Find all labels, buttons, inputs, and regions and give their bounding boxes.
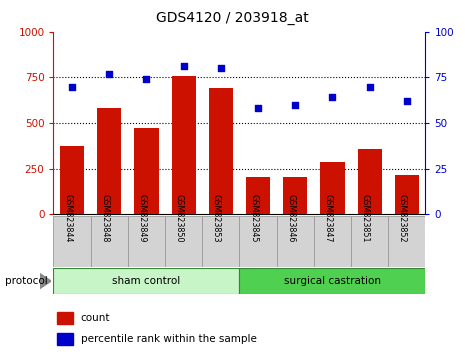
Point — [68, 84, 76, 89]
Point — [292, 102, 299, 108]
Bar — [97, 108, 121, 214]
Text: GSM823847: GSM823847 — [324, 194, 332, 242]
Point — [403, 98, 411, 104]
Text: GSM823846: GSM823846 — [286, 194, 295, 242]
Bar — [60, 146, 84, 214]
Point — [143, 76, 150, 82]
Bar — [172, 76, 196, 214]
Polygon shape — [40, 273, 51, 289]
Bar — [395, 175, 419, 214]
Point — [180, 64, 187, 69]
Text: sham control: sham control — [113, 276, 180, 286]
Point — [254, 105, 262, 111]
Bar — [53, 268, 239, 294]
Bar — [202, 216, 239, 267]
Bar — [314, 216, 351, 267]
Text: GSM823852: GSM823852 — [398, 194, 407, 242]
Text: GSM823844: GSM823844 — [63, 194, 72, 242]
Text: GDS4120 / 203918_at: GDS4120 / 203918_at — [156, 11, 309, 25]
Text: GSM823853: GSM823853 — [212, 194, 221, 242]
Text: surgical castration: surgical castration — [284, 276, 381, 286]
Bar — [209, 88, 233, 214]
Point — [329, 95, 336, 100]
Bar — [128, 216, 165, 267]
Bar — [283, 177, 307, 214]
Text: GSM823850: GSM823850 — [175, 194, 184, 242]
Bar — [351, 216, 388, 267]
Bar — [358, 149, 382, 214]
Bar — [246, 177, 270, 214]
Point — [106, 71, 113, 76]
Text: percentile rank within the sample: percentile rank within the sample — [81, 335, 257, 344]
Bar — [165, 216, 202, 267]
Bar — [91, 216, 128, 267]
Bar — [134, 127, 159, 214]
Bar — [239, 268, 425, 294]
Bar — [388, 216, 425, 267]
Text: GSM823851: GSM823851 — [361, 194, 370, 242]
Text: count: count — [81, 313, 110, 323]
Point — [217, 65, 225, 71]
Point — [366, 84, 373, 89]
Bar — [53, 216, 91, 267]
Bar — [320, 162, 345, 214]
Text: GSM823845: GSM823845 — [249, 194, 258, 242]
Text: GSM823848: GSM823848 — [100, 194, 109, 242]
Bar — [57, 333, 73, 346]
Text: protocol: protocol — [5, 276, 47, 286]
Bar — [57, 312, 73, 324]
Text: GSM823849: GSM823849 — [138, 194, 146, 242]
Bar — [239, 216, 277, 267]
Bar — [277, 216, 314, 267]
